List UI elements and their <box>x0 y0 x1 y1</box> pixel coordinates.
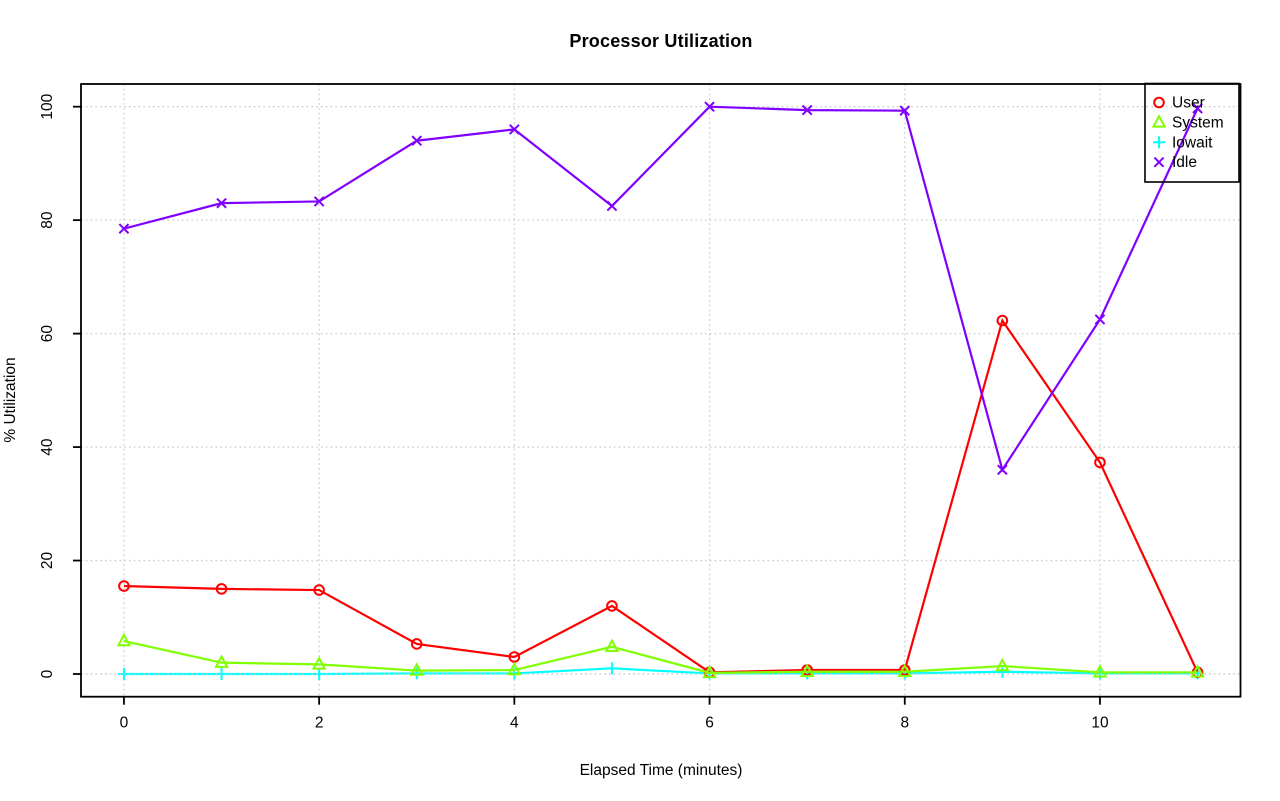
marker-x <box>411 135 423 147</box>
x-tick-label: 8 <box>900 715 909 732</box>
legend-label-iowait: Iowait <box>1172 134 1213 151</box>
series-system-line <box>123 640 1198 674</box>
marker-triangle <box>214 654 229 668</box>
marker-x <box>1153 156 1165 168</box>
y-tick-label: 100 <box>39 93 56 119</box>
marker-circle <box>996 314 1009 327</box>
marker-triangle <box>995 657 1010 672</box>
y-tick-label: 40 <box>39 438 56 456</box>
marker-triangle <box>897 663 913 677</box>
marker-x <box>997 464 1008 476</box>
marker-x <box>704 101 715 112</box>
marker-triangle <box>116 632 132 647</box>
marker-triangle <box>507 661 522 676</box>
marker-circle <box>215 583 228 595</box>
marker-circle <box>313 584 325 596</box>
marker-circle <box>1153 96 1165 109</box>
marker-triangle <box>799 663 815 677</box>
marker-triangle <box>702 664 717 679</box>
marker-x <box>1094 314 1106 325</box>
marker-triangle <box>1092 663 1108 678</box>
x-tick-label: 4 <box>510 715 519 732</box>
marker-x <box>118 223 130 234</box>
marker-circle <box>1094 456 1106 469</box>
marker-x <box>216 197 227 209</box>
marker-x <box>1192 103 1203 114</box>
marker-triangle <box>1151 114 1167 128</box>
series-idle-line <box>123 105 1199 473</box>
legend-label-system: System <box>1172 114 1224 131</box>
x-tick-label: 6 <box>705 715 714 732</box>
x-tick-label: 2 <box>315 715 324 732</box>
x-tick-label: 0 <box>120 715 129 732</box>
marker-x <box>801 104 813 116</box>
series-user-line <box>123 318 1199 674</box>
x-axis-label: Elapsed Time (minutes) <box>579 762 743 779</box>
y-axis-label: % Utilization <box>2 357 19 443</box>
legend-box <box>1144 82 1240 183</box>
chart-title: Processor Utilization <box>569 31 753 51</box>
marker-x <box>509 124 520 135</box>
marker-triangle <box>1190 663 1205 678</box>
marker-triangle <box>604 638 620 652</box>
marker-circle <box>410 638 423 650</box>
y-tick-label: 80 <box>39 211 56 229</box>
marker-x <box>606 200 618 212</box>
marker-x <box>899 105 911 116</box>
marker-circle <box>606 600 618 612</box>
marker-x <box>313 196 325 207</box>
y-tick-label: 0 <box>39 669 56 678</box>
marker-circle <box>118 580 130 592</box>
marker-triangle <box>311 656 327 670</box>
y-tick-label: 60 <box>39 325 56 343</box>
legend-label-idle: Idle <box>1172 154 1197 171</box>
y-tick-label: 20 <box>39 552 56 570</box>
legend-label-user: User <box>1172 95 1205 112</box>
x-tick-label: 10 <box>1091 715 1109 732</box>
marker-triangle <box>409 662 425 676</box>
plot-border <box>80 83 1242 698</box>
